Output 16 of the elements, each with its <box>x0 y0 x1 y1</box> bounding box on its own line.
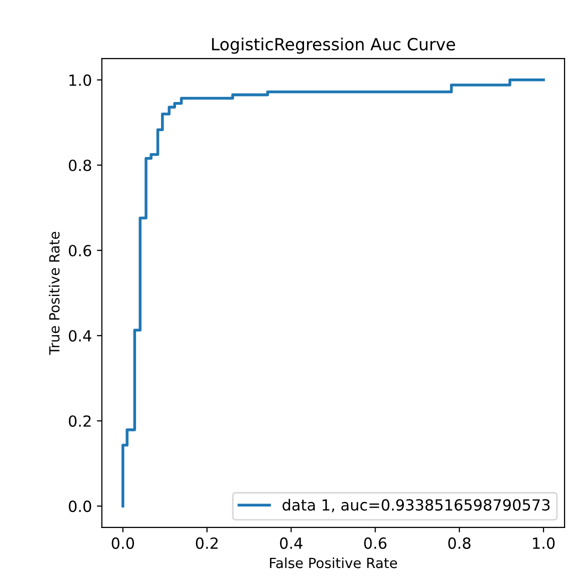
y-tick-label: 1.0 <box>70 74 92 86</box>
y-tick-label: 0.8 <box>68 160 92 172</box>
x-axis-title: False Positive Rate <box>270 557 397 568</box>
y-tick-label: 0.0 <box>68 500 92 512</box>
chart-title: LogisticRegression Auc Curve <box>212 38 456 54</box>
x-tick-label: 0.2 <box>196 537 218 549</box>
legend-label: data 1, auc=0.9338516598790573 <box>282 498 550 512</box>
y-tick-label: 0.6 <box>68 244 92 256</box>
x-tick-label: 0.8 <box>448 537 470 549</box>
y-axis-title: True Positive Rate <box>48 232 60 355</box>
y-tick-label: 0.4 <box>68 330 92 342</box>
y-tick-label: 0.2 <box>68 415 91 427</box>
x-tick-label: 0.6 <box>364 537 386 549</box>
x-tick-label: 0.0 <box>112 537 134 549</box>
x-tick-label: 0.4 <box>280 537 302 549</box>
x-tick-label: 1.0 <box>533 537 555 549</box>
